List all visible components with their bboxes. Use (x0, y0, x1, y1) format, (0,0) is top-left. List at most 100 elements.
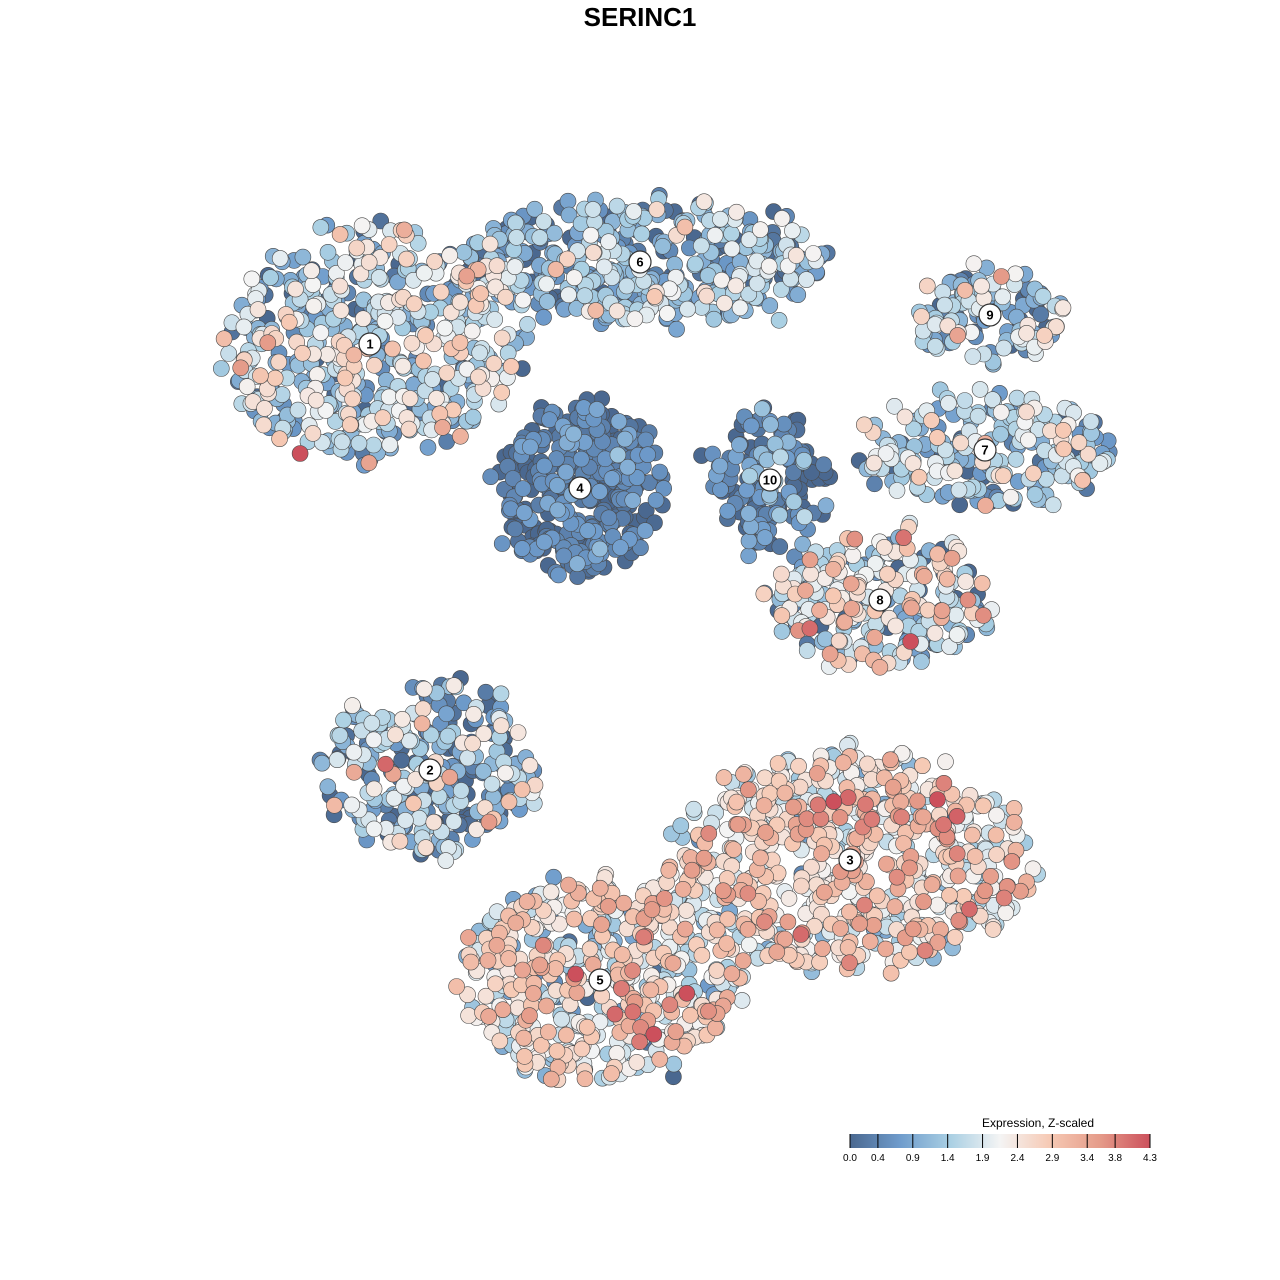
cell-point (642, 981, 660, 999)
cell-point (609, 446, 627, 464)
cell-point (452, 427, 469, 445)
cell-point (882, 751, 899, 769)
cell-point (895, 529, 912, 547)
cell-point (452, 782, 470, 799)
cell-point (892, 793, 910, 811)
cell-point (431, 405, 449, 423)
cell-point (679, 300, 696, 318)
cell-point (613, 946, 631, 963)
cell-point (294, 344, 311, 362)
cell-point (734, 952, 752, 970)
legend-tick-label: 4.3 (1143, 1153, 1157, 1164)
cell-point (785, 798, 802, 816)
cell-point (857, 795, 874, 813)
cell-point (608, 302, 626, 320)
cell-point (319, 778, 337, 796)
cell-point (603, 470, 621, 487)
cell-point (395, 221, 413, 239)
cell-point (956, 281, 974, 299)
cell-point (270, 353, 288, 371)
cell-point (770, 311, 788, 329)
cell-point (477, 683, 495, 701)
scatter-points (213, 187, 1118, 1088)
cell-point (613, 980, 630, 997)
cell-point (797, 582, 814, 599)
cell-point (731, 436, 748, 454)
cell-point (740, 936, 758, 954)
cell-point (481, 235, 499, 253)
cell-point (659, 305, 676, 322)
cell-point (548, 450, 565, 468)
cell-point (758, 451, 776, 469)
cell-point (619, 458, 637, 476)
cluster-label-text: 2 (426, 763, 433, 778)
cell-point (345, 743, 363, 761)
cell-point (635, 928, 652, 946)
cell-point (471, 344, 489, 362)
cell-point (401, 732, 418, 750)
cell-point (918, 277, 936, 295)
cell-point (624, 1003, 642, 1021)
cell-point (365, 436, 382, 454)
cell-point (266, 369, 284, 387)
cell-point (859, 755, 876, 773)
cell-point (1005, 813, 1023, 831)
cell-point (492, 685, 510, 703)
legend-tick-label: 1.9 (976, 1153, 990, 1164)
cell-point (821, 645, 839, 663)
cell-point (994, 288, 1012, 306)
cell-point (884, 778, 902, 796)
cell-point (888, 868, 906, 886)
cluster-label-text: 1 (366, 337, 373, 352)
cell-point (464, 408, 482, 426)
cell-point (695, 849, 713, 867)
cell-point (256, 400, 273, 417)
cell-point (304, 276, 322, 293)
cluster-label-2: 2 (418, 758, 442, 782)
cell-point (949, 867, 967, 885)
cell-point (1054, 299, 1072, 317)
cell-point (482, 468, 500, 486)
cell-point (723, 240, 741, 258)
cell-point (422, 726, 440, 744)
cell-point (600, 233, 617, 250)
cell-point (465, 705, 483, 723)
cell-point (636, 522, 654, 539)
cell-point (287, 280, 304, 298)
cell-point (488, 257, 506, 275)
cell-point (668, 320, 685, 338)
cluster-label-text: 10 (763, 473, 777, 488)
cell-point (519, 315, 536, 333)
cell-point (740, 547, 758, 565)
cell-point (313, 754, 331, 772)
cell-point (654, 238, 672, 255)
cell-point (787, 247, 805, 264)
cell-point (426, 253, 443, 270)
cell-point (938, 570, 956, 588)
cell-point (291, 445, 309, 462)
cell-point (1008, 389, 1026, 407)
cell-point (480, 813, 498, 831)
cell-point (801, 551, 819, 569)
cell-point (756, 769, 774, 787)
cluster-label-3: 3 (838, 848, 862, 872)
cell-point (844, 547, 862, 564)
cell-point (432, 283, 450, 301)
cell-point (493, 535, 511, 552)
cluster-label-text: 3 (846, 853, 853, 868)
cell-point (993, 268, 1010, 285)
legend-tick-label: 2.4 (1010, 1153, 1024, 1164)
cell-point (971, 381, 989, 398)
cell-point (545, 868, 562, 886)
cell-point (491, 1032, 509, 1050)
cell-point (693, 946, 711, 964)
cell-point (769, 755, 787, 772)
cell-point (841, 954, 858, 972)
cell-point (773, 607, 791, 624)
cell-point (1032, 305, 1049, 323)
cell-point (813, 845, 830, 863)
cell-point (1005, 800, 1023, 817)
cell-point (626, 310, 644, 328)
cluster-label-8: 8 (868, 588, 892, 612)
cluster-label-text: 5 (596, 973, 603, 988)
